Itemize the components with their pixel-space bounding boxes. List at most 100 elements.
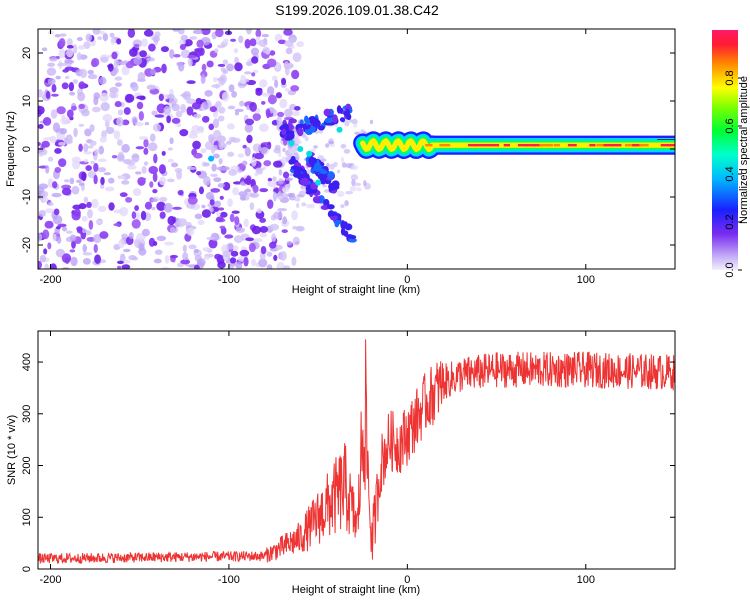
spectrogram-noise-blob [46, 67, 57, 76]
spectrogram-noise-blob [203, 175, 211, 186]
spectrogram-noise-blob [325, 143, 330, 148]
spectrogram-noise-blob [132, 188, 142, 197]
spectrogram-dispersion-blob [285, 135, 292, 141]
spectrogram-noise-blob [258, 123, 269, 132]
spectrogram-noise-blob [118, 238, 125, 249]
spectrogram-dispersion-blob [299, 119, 304, 126]
spectrogram-noise-blob [122, 248, 131, 253]
spectrogram-noise-blob [251, 225, 262, 235]
spectrogram-noise-blob [193, 264, 200, 269]
spectrogram-noise-blob [229, 257, 237, 264]
spectrogram-noise-blob [69, 249, 76, 253]
spectrogram-narrowband-core [517, 143, 528, 147]
spectrogram-noise-blob [249, 101, 257, 112]
spec-ytick-label: 10 [21, 95, 33, 107]
spectrogram-noise-blob [212, 111, 219, 118]
snr-ytick-label: 300 [21, 405, 33, 423]
spectrogram-noise-blob [118, 175, 126, 180]
spectrogram-noise-blob [56, 236, 62, 244]
spectrogram-noise-blob [204, 90, 213, 97]
spectrogram-narrowband-core [439, 143, 451, 147]
spectrogram-noise-blob [250, 47, 260, 56]
spectrogram-noise-blob [52, 233, 57, 242]
spectrogram-noise-blob [156, 201, 166, 211]
spectrogram-dispersion-blob [312, 120, 321, 128]
spec-xtick-label: 100 [577, 274, 595, 286]
spectrogram-narrowband-core [610, 143, 622, 147]
spectrogram-noise-blob [101, 130, 107, 139]
spectrogram-noise-blob [38, 260, 43, 269]
spectrogram-noise-blob [38, 209, 46, 218]
spectrogram-noise-blob [285, 47, 293, 55]
spectrogram-dispersion-blob [281, 128, 287, 136]
spectrogram-noise-blob [121, 119, 130, 126]
spectrogram-noise-blob [44, 266, 51, 269]
spectrogram-noise-blob [201, 63, 207, 72]
spectrogram-narrowband-core [553, 143, 560, 147]
spectrogram-noise-blob [208, 123, 215, 131]
spectrogram-noise-blob [163, 202, 173, 213]
snr-xtick-label: -200 [39, 574, 61, 586]
spectrogram-noise-blob [213, 177, 222, 183]
spectrogram-noise-blob [123, 60, 128, 64]
spectrogram-noise-blob [131, 116, 138, 125]
spectrogram-noise-blob [229, 213, 235, 223]
spectrogram-noise-blob [278, 169, 283, 176]
spectrogram-noise-blob [167, 158, 174, 163]
spectrogram-noise-blob [76, 179, 82, 184]
spectrogram-noise-blob [254, 152, 264, 160]
spectrogram-noise-blob [227, 242, 234, 250]
spectrogram-noise-blob [133, 43, 140, 48]
spectrogram-noise-blob [156, 235, 167, 242]
spectrogram-noise-blob [131, 83, 139, 92]
spectrogram-dispersion-blob [329, 211, 337, 217]
spectrogram-noise-blob [116, 154, 125, 162]
spectrogram-noise-blob [252, 113, 261, 121]
spectrogram-narrowband-core [468, 143, 477, 147]
spectrogram-noise-blob [108, 202, 115, 211]
spectrogram-noise-blob [97, 205, 107, 212]
spectrogram-noise-blob [244, 146, 251, 157]
spectrogram-noise-blob [47, 178, 54, 188]
spectrogram-noise-blob [61, 226, 68, 232]
spectrogram-noise-blob [239, 249, 250, 257]
spectrogram-noise-blob [93, 149, 99, 157]
spectrogram-noise-blob [69, 234, 77, 242]
spectrogram-noise-blob [221, 91, 230, 102]
spectrogram-noise-blob [169, 254, 178, 259]
spectrogram-noise-blob [301, 202, 307, 207]
spectrogram-noise-blob [219, 195, 224, 200]
spectrogram-noise-blob [253, 238, 263, 243]
spectrogram-noise-blob [259, 225, 269, 233]
spectrogram-noise-blob [255, 29, 262, 38]
spectrogram-noise-blob [79, 68, 88, 79]
spectrogram-noise-blob [341, 162, 347, 168]
spectrogram-noise-blob [213, 144, 218, 151]
spectrogram-noise-blob [354, 182, 359, 187]
spec-xtick-label: 0 [404, 274, 410, 286]
spectrogram-noise-blob [304, 136, 309, 142]
spectrogram-noise-blob [245, 78, 250, 83]
spectrogram-noise-blob [219, 211, 228, 218]
spectrogram-noise-blob [259, 232, 267, 238]
spectrogram-noise-blob [50, 109, 58, 119]
spectrogram-noise-blob [212, 153, 220, 159]
spectrogram-noise-blob [267, 177, 273, 182]
spectrogram-noise-blob [286, 241, 293, 246]
spectrogram-dispersion-blob [334, 221, 340, 228]
spectrogram-noise-blob [276, 196, 283, 200]
spectrogram-narrowband-core [639, 143, 649, 147]
spectrogram-noise-blob [99, 136, 107, 143]
colorbar-gradient [712, 30, 738, 270]
spectrogram-noise-blob [217, 207, 225, 211]
spectrogram-noise-blob [87, 145, 94, 149]
spectrogram-noise-blob [127, 29, 136, 38]
spectrogram-noise-blob [78, 103, 86, 110]
spectrogram-noise-blob [296, 202, 300, 209]
snr-frame [37, 330, 676, 570]
spectrogram-noise-blob [240, 74, 247, 85]
spectrogram-noise-blob [232, 187, 239, 196]
spectrogram-noise-blob [226, 63, 234, 72]
spectrogram-noise-blob [234, 111, 239, 116]
spectrogram-noise-blob [146, 57, 155, 62]
